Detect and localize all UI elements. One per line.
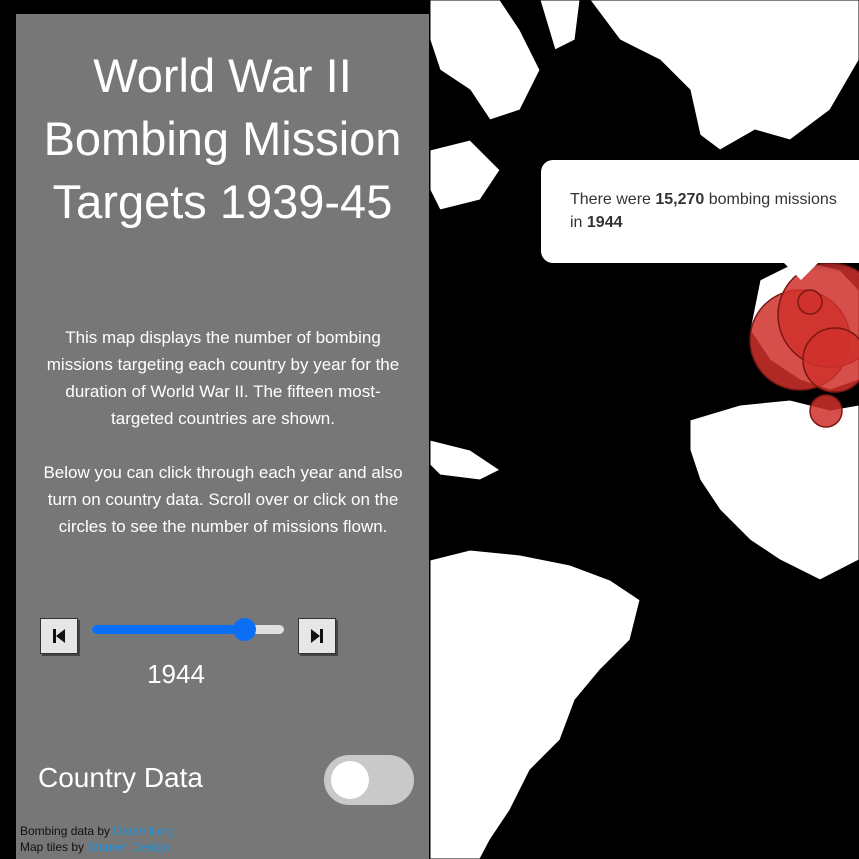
datamil-link[interactable]: Datamil.org: [113, 824, 175, 838]
tiles-credit-prefix: Map tiles by: [20, 840, 88, 854]
skip-forward-icon: [311, 629, 323, 643]
skip-back-icon: [53, 629, 65, 643]
info-panel: World War II Bombing Mission Targets 193…: [16, 14, 429, 859]
country-data-label: Country Data: [38, 762, 203, 793]
popup-text-1: There were: [570, 191, 656, 208]
description-paragraph-2: Below you can click through each year an…: [43, 463, 403, 536]
next-year-button[interactable]: [298, 618, 336, 654]
year-label: 1944: [147, 659, 205, 689]
page-title: World War II Bombing Mission Targets 193…: [43, 49, 402, 228]
description: This map displays the number of bombing …: [38, 324, 408, 567]
popup-year: 1944: [586, 214, 623, 231]
mission-circles[interactable]: [749, 262, 859, 428]
popup-count: 15,270: [655, 191, 705, 208]
slider-fill: [92, 625, 244, 634]
prev-year-button[interactable]: [40, 618, 78, 654]
target-circle[interactable]: [809, 394, 843, 428]
popup-text-2: bombing missions: [704, 191, 837, 208]
description-paragraph-1: This map displays the number of bombing …: [46, 328, 400, 428]
popup-text-3: in: [570, 214, 587, 231]
popup-tip: [781, 260, 821, 280]
target-circle[interactable]: [802, 327, 859, 393]
mission-popup: There were 15,270 bombing missions in 19…: [541, 160, 859, 280]
credits: Bombing data by Datamil.org Map tiles by…: [20, 823, 175, 855]
year-slider[interactable]: [92, 618, 284, 641]
slider-thumb[interactable]: [233, 618, 256, 641]
country-data-toggle[interactable]: [324, 755, 414, 805]
toggle-knob: [331, 761, 369, 799]
bombing-credit-prefix: Bombing data by: [20, 824, 114, 838]
target-circle[interactable]: [797, 289, 823, 315]
stamen-link[interactable]: Stamen Design: [87, 840, 170, 854]
